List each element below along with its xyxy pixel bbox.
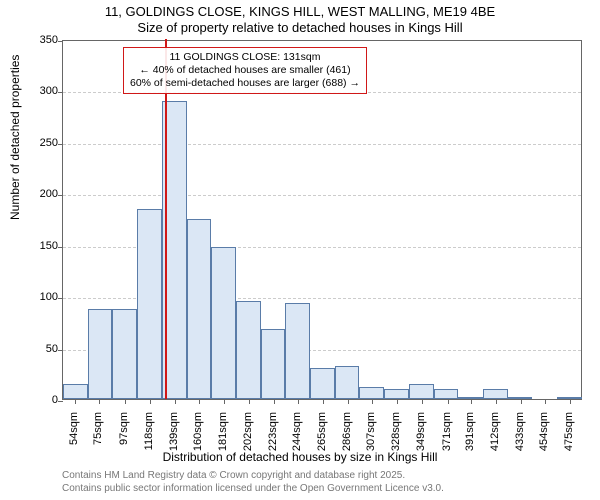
xtick-mark — [372, 399, 373, 404]
annotation-line3: 60% of semi-detached houses are larger (… — [130, 77, 360, 90]
xtick-mark — [323, 399, 324, 404]
xtick-mark — [348, 399, 349, 404]
plot-area: 11 GOLDINGS CLOSE: 131sqm ← 40% of detac… — [62, 40, 582, 400]
footer-line2: Contains public sector information licen… — [62, 483, 444, 494]
histogram-bar — [211, 247, 236, 399]
ytick-mark — [58, 41, 63, 42]
ytick-mark — [58, 144, 63, 145]
xtick-mark — [496, 399, 497, 404]
histogram-bar — [310, 368, 335, 399]
annotation-line1: 11 GOLDINGS CLOSE: 131sqm — [130, 51, 360, 64]
ytick-mark — [58, 298, 63, 299]
ytick-mark — [58, 92, 63, 93]
histogram-bar — [88, 309, 113, 400]
histogram-bar — [335, 366, 360, 399]
ytick-label: 300 — [18, 85, 58, 97]
xtick-mark — [125, 399, 126, 404]
ytick-label: 250 — [18, 137, 58, 149]
histogram-bar — [137, 209, 162, 399]
histogram-bar — [112, 309, 137, 400]
xtick-mark — [422, 399, 423, 404]
ytick-mark — [58, 401, 63, 402]
ytick-label: 0 — [18, 394, 58, 406]
xtick-mark — [199, 399, 200, 404]
xtick-mark — [545, 399, 546, 404]
histogram-bar — [434, 389, 459, 399]
ytick-mark — [58, 350, 63, 351]
histogram-bar — [359, 387, 384, 399]
histogram-bar — [236, 301, 261, 399]
xtick-mark — [448, 399, 449, 404]
histogram-bar — [261, 329, 286, 399]
ytick-label: 50 — [18, 343, 58, 355]
ytick-mark — [58, 247, 63, 248]
xtick-mark — [175, 399, 176, 404]
histogram-bar — [384, 389, 409, 399]
histogram-bar — [285, 303, 310, 399]
gridline — [63, 144, 581, 145]
chart-title-main: 11, GOLDINGS CLOSE, KINGS HILL, WEST MAL… — [0, 4, 600, 19]
annotation-box: 11 GOLDINGS CLOSE: 131sqm ← 40% of detac… — [123, 47, 367, 94]
xtick-mark — [570, 399, 571, 404]
xtick-mark — [274, 399, 275, 404]
histogram-bar — [409, 384, 434, 399]
xtick-mark — [249, 399, 250, 404]
gridline — [63, 195, 581, 196]
xtick-mark — [224, 399, 225, 404]
xtick-mark — [75, 399, 76, 404]
ytick-label: 200 — [18, 188, 58, 200]
histogram-bar — [63, 384, 88, 399]
ytick-label: 150 — [18, 240, 58, 252]
histogram-bar — [483, 389, 508, 399]
x-axis-label: Distribution of detached houses by size … — [0, 450, 600, 464]
ytick-label: 100 — [18, 291, 58, 303]
ytick-mark — [58, 195, 63, 196]
histogram-bar — [187, 219, 212, 399]
xtick-mark — [150, 399, 151, 404]
chart-container: 11, GOLDINGS CLOSE, KINGS HILL, WEST MAL… — [0, 0, 600, 500]
footer-line1: Contains HM Land Registry data © Crown c… — [62, 470, 405, 481]
ytick-label: 350 — [18, 34, 58, 46]
xtick-mark — [298, 399, 299, 404]
xtick-mark — [471, 399, 472, 404]
chart-title-sub: Size of property relative to detached ho… — [0, 20, 600, 35]
xtick-mark — [521, 399, 522, 404]
annotation-line2: ← 40% of detached houses are smaller (46… — [130, 64, 360, 77]
xtick-mark — [397, 399, 398, 404]
xtick-mark — [99, 399, 100, 404]
